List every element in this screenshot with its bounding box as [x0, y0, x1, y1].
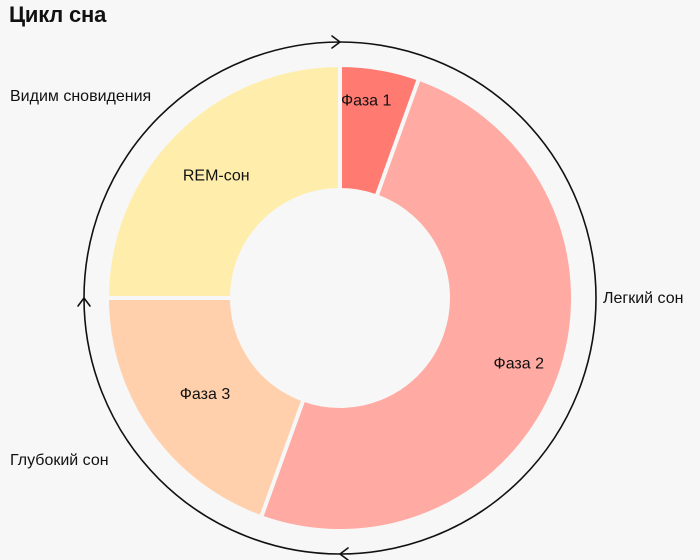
donut-slice-2 [258, 76, 575, 533]
chart-title: Цикл сна [9, 2, 107, 27]
donut-slice-3 [104, 296, 306, 520]
cycle-arrow-3 [77, 297, 91, 307]
donut-slices [104, 62, 575, 533]
slice-label-2: Фаза 2 [494, 355, 545, 372]
slice-labels: Фаза 1 Фаза 2 Фаза 3 REM-сон [180, 93, 544, 403]
cycle-arrow-2 [339, 547, 349, 560]
cycle-ring [77, 35, 597, 560]
group-label-deep-sleep: Глубокий сон [10, 452, 109, 469]
slice-label-4: REM-сон [183, 167, 250, 184]
cycle-arrow-1 [331, 35, 341, 49]
donut-slice-4 [104, 62, 342, 300]
slice-label-3: Фаза 3 [180, 386, 231, 403]
group-label-light-sleep: Легкий сон [603, 290, 684, 307]
slice-label-1: Фаза 1 [341, 93, 392, 110]
group-label-dreaming: Видим сновидения [10, 88, 152, 105]
